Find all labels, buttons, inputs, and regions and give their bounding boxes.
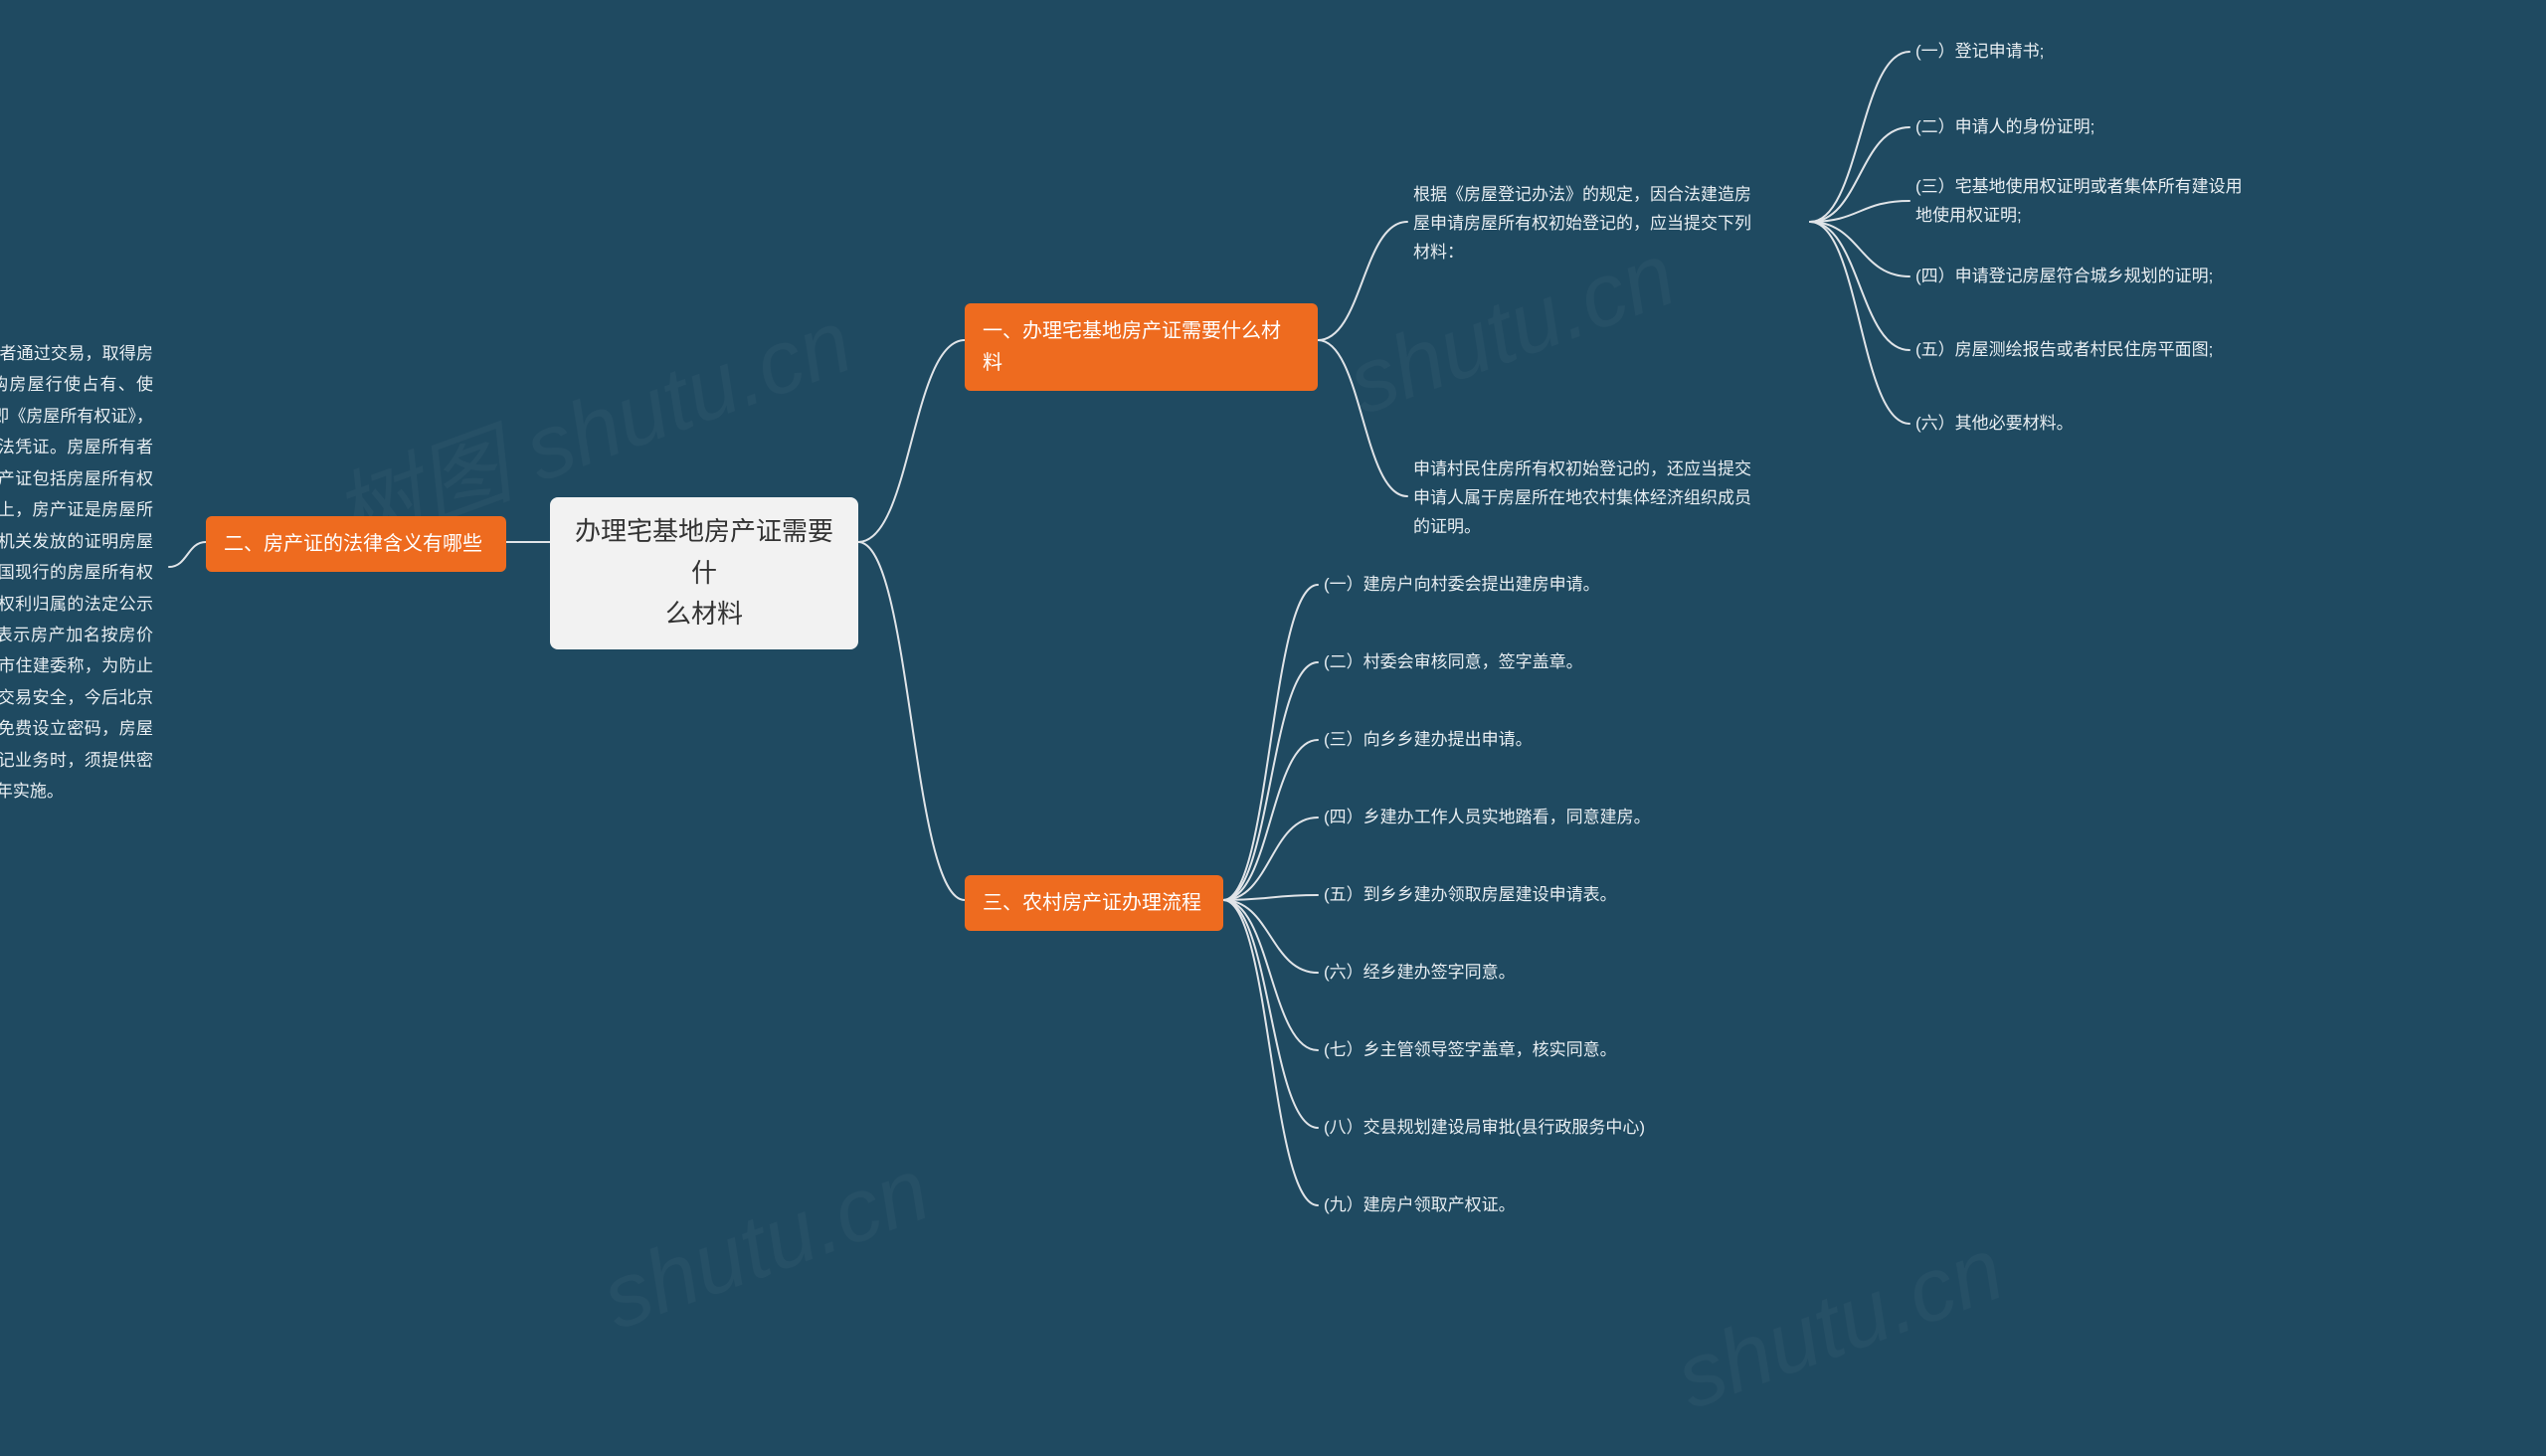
leaf-node[interactable]: (四）乡建办工作人员实地踏看，同意建房。 — [1318, 800, 1735, 836]
leaf-node[interactable]: (二）申请人的身份证明; — [1910, 109, 2208, 146]
mindmap-canvas: 树图 shutu.cnshutu.cnshutu.cnshutu.cn办理宅基地… — [0, 0, 2546, 1456]
leaf-node[interactable]: (五）到乡乡建办领取房屋建设申请表。 — [1318, 877, 1716, 914]
leaf-node[interactable]: (七）乡主管领导签字盖章，核实同意。 — [1318, 1032, 1716, 1069]
watermark: shutu.cn — [1664, 1218, 2017, 1430]
leaf-node[interactable]: (四）申请登记房屋符合城乡规划的证明; — [1910, 259, 2307, 295]
leaf-node[interactable]: 申请村民住房所有权初始登记的，还应当提交申请人属于房屋所在地农村集体经济组织成员… — [1407, 452, 1810, 546]
branch-node[interactable]: 三、农村房产证办理流程 — [965, 875, 1223, 931]
leaf-node[interactable]: (九）建房户领取产权证。 — [1318, 1187, 1716, 1224]
leaf-node[interactable]: (三）向乡乡建办提出申请。 — [1318, 722, 1716, 759]
paragraph-node[interactable]: 房产证（Premises Permit）购房者通过交易，取得房屋的合法所有权，可… — [0, 328, 169, 818]
branch-node[interactable]: 二、房产证的法律含义有哪些 — [206, 516, 506, 572]
leaf-node[interactable]: (六）经乡建办签字同意。 — [1318, 955, 1716, 992]
branch-node[interactable]: 一、办理宅基地房产证需要什么材料 — [965, 303, 1318, 391]
leaf-node[interactable]: (三）宅基地使用权证明或者集体所有建设用地使用权证明; — [1910, 169, 2307, 235]
leaf-node[interactable]: (八）交县规划建设局审批(县行政服务中心) — [1318, 1110, 1735, 1147]
leaf-node[interactable]: (一）登记申请书; — [1910, 34, 2208, 71]
leaf-node[interactable]: (一）建房户向村委会提出建房申请。 — [1318, 567, 1716, 604]
root-node[interactable]: 办理宅基地房产证需要什么材料 — [550, 497, 858, 649]
watermark: shutu.cn — [590, 1139, 943, 1351]
leaf-node[interactable]: (六）其他必要材料。 — [1910, 406, 2208, 443]
leaf-node[interactable]: 根据《房屋登记办法》的规定，因合法建造房屋申请房屋所有权初始登记的，应当提交下列… — [1407, 177, 1810, 272]
leaf-node[interactable]: (二）村委会审核同意，签字盖章。 — [1318, 644, 1716, 681]
leaf-node[interactable]: (五）房屋测绘报告或者村民住房平面图; — [1910, 332, 2307, 369]
